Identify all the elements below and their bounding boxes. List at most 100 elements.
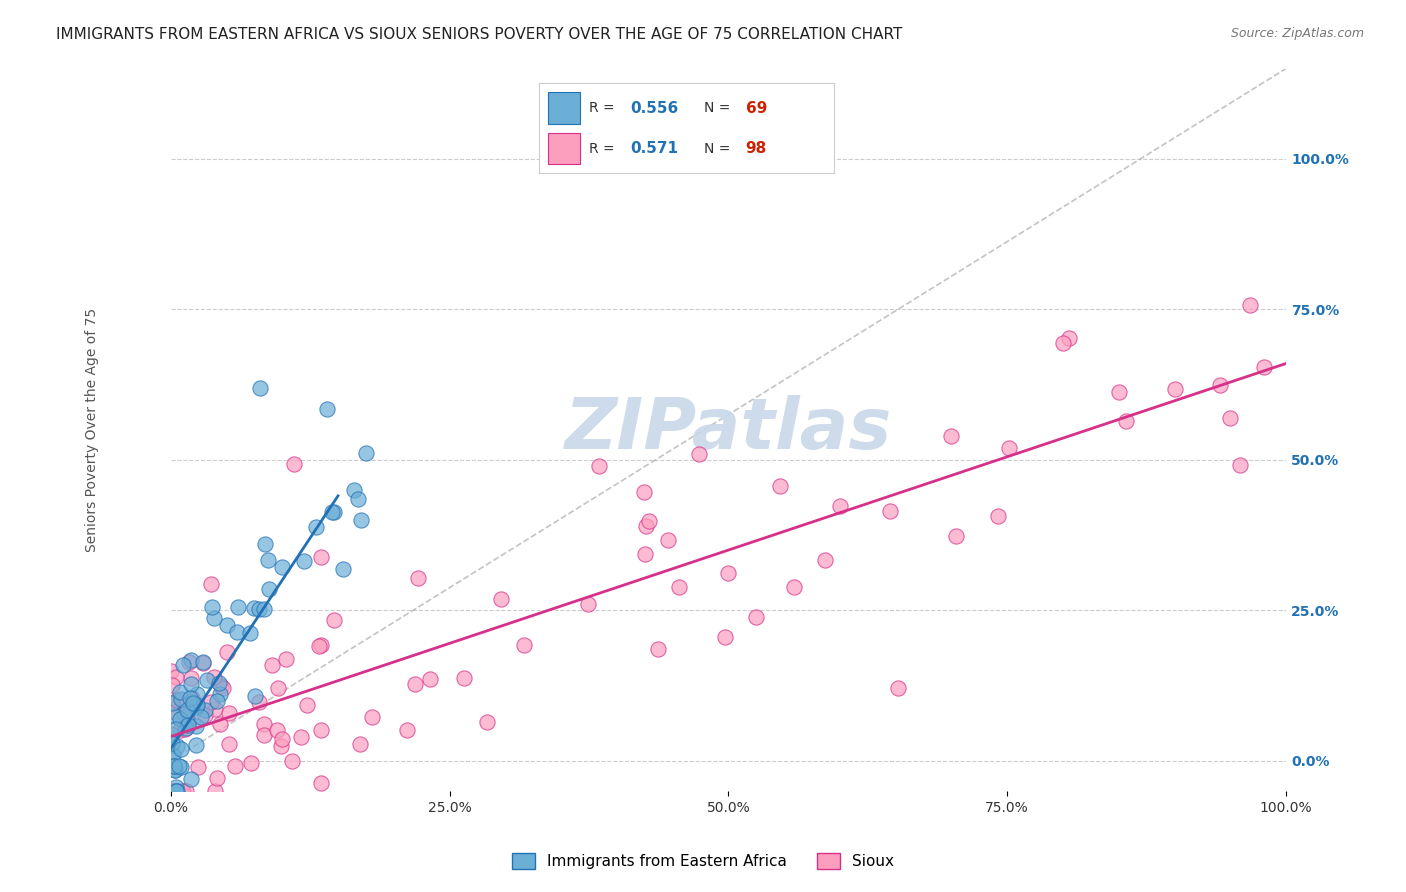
Point [1239,298,1261,312]
Point [588,458,610,473]
Point [257,553,280,567]
Legend: Immigrants from Eastern Africa, Sioux: Immigrants from Eastern Africa, Sioux [506,847,900,875]
Point [184,700,207,714]
Point [745,609,768,624]
Point [166,784,188,798]
Point [634,518,657,533]
Point [169,712,191,726]
Point [162,696,184,710]
Point [172,784,194,798]
Point [987,508,1010,523]
Point [647,641,669,656]
Point [1059,331,1081,345]
Point [163,705,186,719]
Point [343,483,366,497]
Point [347,491,370,506]
Point [717,566,740,581]
Point [215,617,238,632]
Point [262,657,284,672]
Point [212,681,235,696]
Point [633,484,655,499]
Point [170,760,193,774]
Point [270,732,292,747]
Point [1219,411,1241,425]
Point [271,560,294,574]
Point [270,739,292,754]
Point [170,742,193,756]
Point [160,736,183,750]
Point [361,710,384,724]
Point [165,763,187,777]
Point [242,601,264,615]
Point [176,717,198,731]
Point [202,611,225,625]
Point [309,723,332,737]
Point [297,698,319,713]
Point [208,675,231,690]
Point [218,737,240,751]
Point [172,657,194,672]
Point [163,763,186,777]
Point [173,707,195,722]
Point [576,597,599,611]
Point [267,681,290,695]
Point [226,624,249,639]
Point [419,672,441,686]
Point [186,687,208,701]
Point [160,784,183,798]
Point [814,553,837,567]
Point [184,719,207,733]
Point [162,748,184,763]
Point [315,401,337,416]
Point [247,695,270,709]
Point [633,547,655,561]
Point [160,727,183,741]
Point [274,652,297,666]
Point [162,758,184,772]
Point [165,722,187,736]
Point [205,694,228,708]
Point [887,681,910,696]
Point [176,703,198,717]
Point [283,457,305,471]
Point [1163,382,1185,396]
Point [201,600,224,615]
Point [477,715,499,730]
Text: ZIPatlas: ZIPatlas [565,395,891,464]
Point [879,504,901,518]
Point [200,576,222,591]
Point [169,685,191,699]
Point [396,723,419,737]
Point [190,710,212,724]
Point [181,691,204,706]
Point [688,447,710,461]
Point [172,697,194,711]
Point [322,505,344,519]
Point [453,671,475,685]
Point [253,602,276,616]
Point [513,638,536,652]
Point [350,513,373,527]
Point [162,784,184,798]
Point [187,760,209,774]
Point [169,723,191,737]
Point [180,671,202,685]
Point [181,696,204,710]
Point [253,537,276,551]
Point [323,613,346,627]
Point [177,714,200,729]
Point [194,703,217,717]
Point [292,554,315,568]
Point [243,689,266,703]
Point [194,707,217,722]
Point [308,639,330,653]
Point [238,625,260,640]
Point [257,582,280,596]
Point [713,631,735,645]
Point [176,721,198,735]
Point [1052,335,1074,350]
Point [160,664,183,678]
Point [332,562,354,576]
Point [224,759,246,773]
Point [1253,359,1275,374]
